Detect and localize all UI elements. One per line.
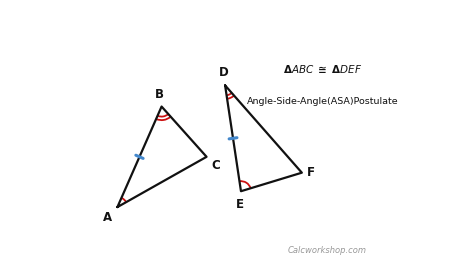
Text: Angle-Side-Angle(ASA)Postulate: Angle-Side-Angle(ASA)Postulate xyxy=(247,97,399,106)
Text: Calcworkshop.com: Calcworkshop.com xyxy=(287,246,366,255)
Text: F: F xyxy=(307,166,315,179)
Text: B: B xyxy=(155,88,164,101)
Text: A: A xyxy=(102,211,111,224)
Text: D: D xyxy=(219,66,228,79)
Text: C: C xyxy=(212,159,220,172)
Text: $\mathbf{\Delta}$$\mathbf{\mathit{ABC}}$ $\mathbf{\cong}$ $\mathbf{\Delta}$$\mat: $\mathbf{\Delta}$$\mathbf{\mathit{ABC}}$… xyxy=(283,64,363,76)
Text: E: E xyxy=(236,198,244,211)
